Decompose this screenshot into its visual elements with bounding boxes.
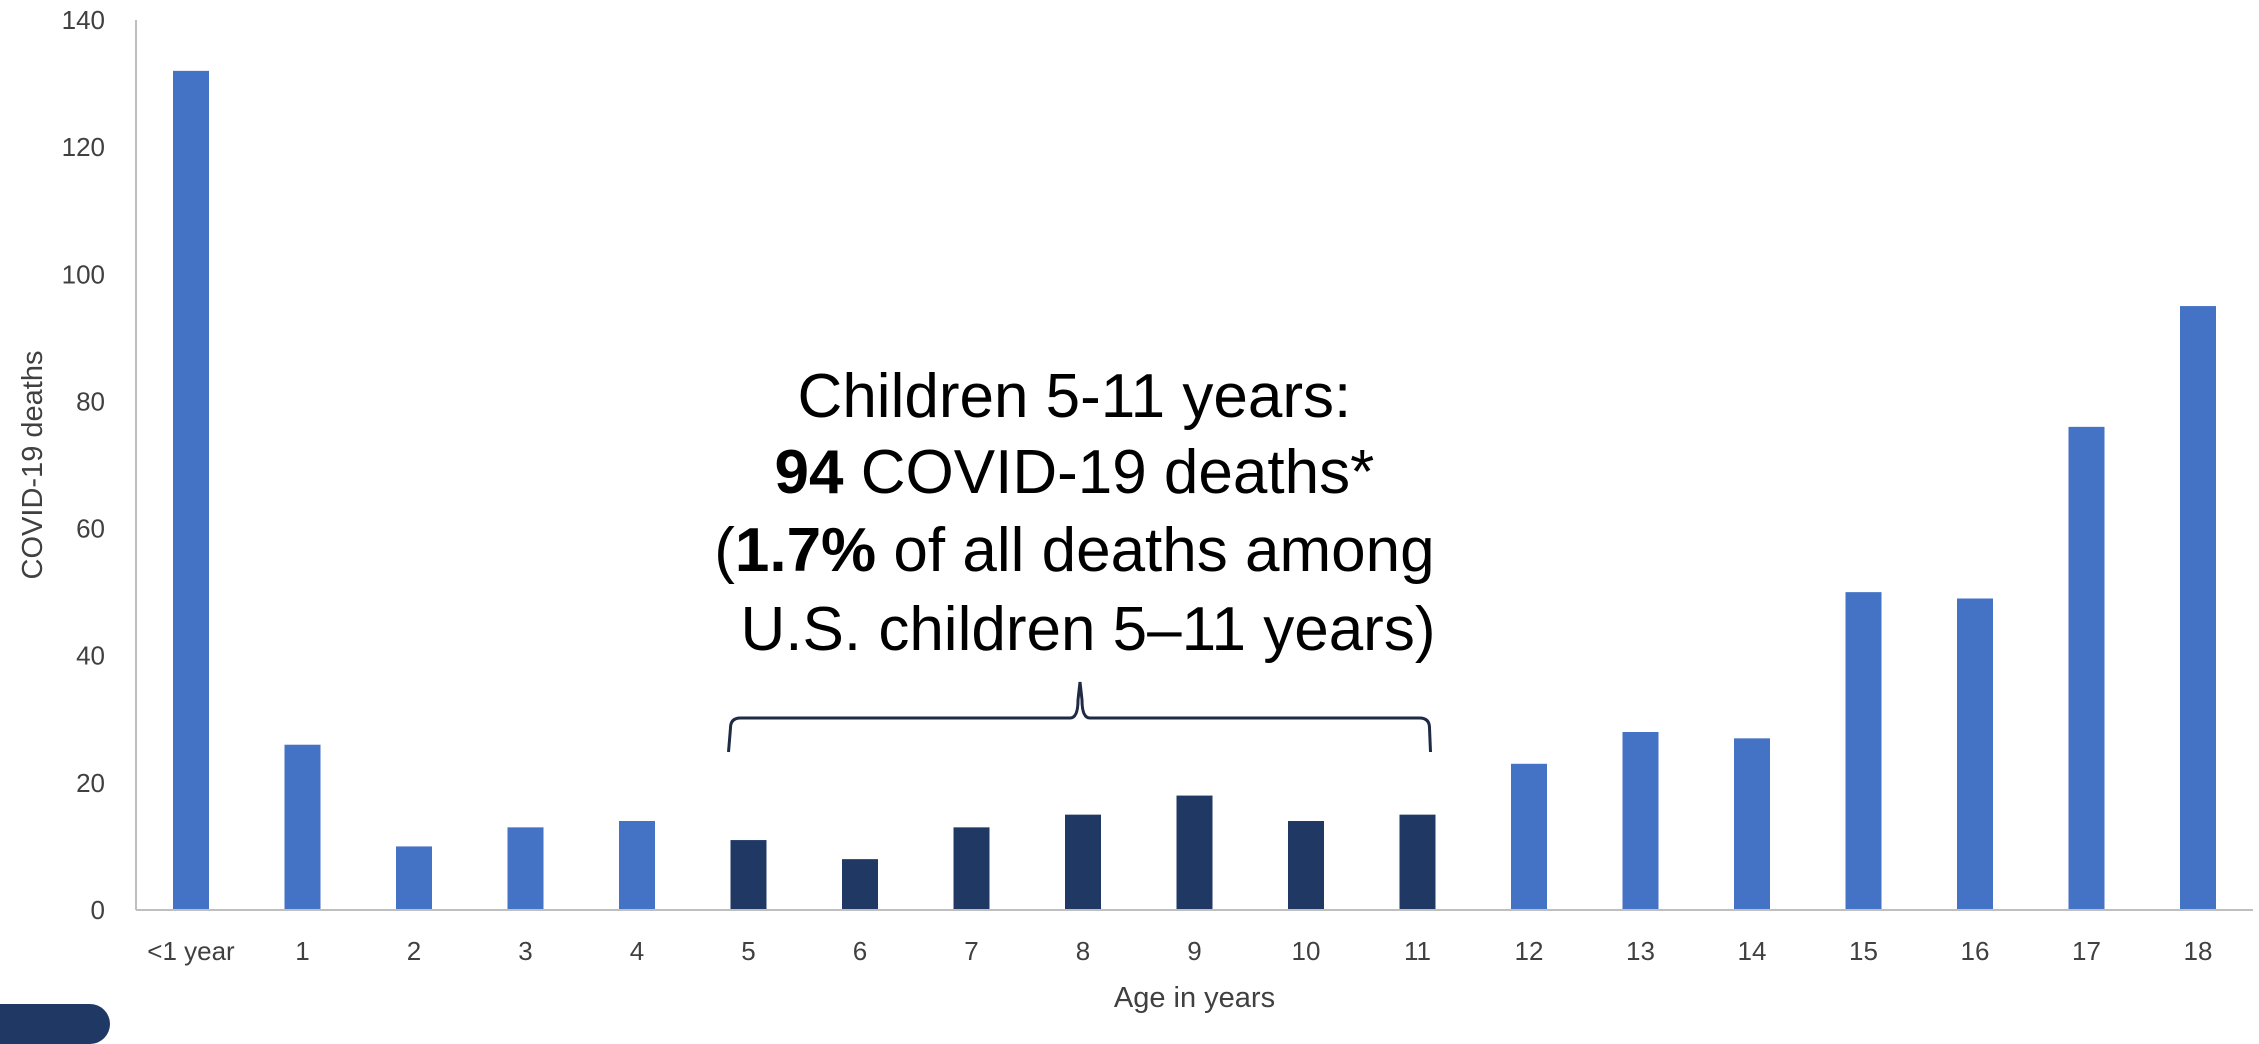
x-tick-label: 1 (295, 936, 309, 966)
annotation-line-4: U.S. children 5–11 years) (741, 595, 1436, 664)
bar-10 (1288, 821, 1324, 910)
y-tick-label: 120 (62, 132, 105, 162)
x-tick-label: <1 year (147, 936, 235, 966)
annotation-line-1: Children 5-11 years: (798, 362, 1352, 431)
y-tick-label: 20 (76, 768, 105, 798)
x-tick-label: 15 (1849, 936, 1878, 966)
bar-6 (842, 859, 878, 910)
x-tick-label: 7 (964, 936, 978, 966)
annotation-line-3-rest: of all deaths among (876, 516, 1434, 585)
annotation-line-3: (1.7% of all deaths among (714, 516, 1434, 585)
bar-9 (1176, 795, 1213, 910)
bar-12 (1511, 763, 1547, 910)
bars (173, 70, 2216, 911)
annotation-line-3-open: ( (714, 516, 735, 585)
x-tick-label: 2 (407, 936, 421, 966)
corner-badge (0, 1004, 110, 1044)
x-tick-label: 9 (1187, 936, 1201, 966)
x-tick-label: 3 (518, 936, 532, 966)
x-tick-label: 12 (1515, 936, 1544, 966)
y-tick-label: 100 (62, 259, 105, 289)
x-axis-title: Age in years (1114, 982, 1275, 1014)
bar-1 (284, 744, 321, 910)
x-tick-label: 13 (1626, 936, 1655, 966)
x-tick-label: 17 (2072, 936, 2101, 966)
bar-15 (1845, 592, 1882, 910)
bar-11 (1399, 814, 1436, 910)
annotation-death-count: 94 (775, 438, 844, 507)
bar-13 (1622, 732, 1659, 910)
tick-labels: <1 year 1 2 3 4 5 6 7 8 9 10 11 12 13 14 15 16 17 18020406… (62, 5, 2213, 966)
bar-17 (2068, 426, 2105, 910)
y-axis-title: COVID-19 deaths (17, 351, 49, 580)
y-tick-label: 40 (76, 641, 105, 671)
x-tick-label: 5 (741, 936, 755, 966)
bar-7 (953, 827, 990, 910)
y-tick-label: 0 (91, 895, 105, 925)
bar-18 (2180, 306, 2216, 911)
annotation-line-2-rest: COVID-19 deaths* (844, 438, 1375, 507)
x-tick-label: 18 (2184, 936, 2213, 966)
x-tick-label: 10 (1292, 936, 1321, 966)
chart: <1 year 1 2 3 4 5 6 7 8 9 10 11 12 13 14 15 16 17 18020406… (17, 5, 2253, 1014)
x-tick-label: 11 (1404, 936, 1431, 966)
annotation: Children 5-11 years: 94 COVID-19 deaths*… (714, 362, 1452, 664)
age-range-bracket (727, 681, 1432, 753)
bar-2 (396, 846, 432, 910)
bar-4 (619, 821, 655, 910)
bar-1-year (173, 70, 209, 911)
x-tick-label: 8 (1076, 936, 1090, 966)
x-tick-label: 16 (1961, 936, 1990, 966)
bar-14 (1734, 738, 1770, 910)
y-tick-label: 80 (76, 386, 105, 416)
bar-16 (1957, 598, 1993, 910)
y-tick-label: 140 (62, 5, 105, 35)
bar-8 (1065, 814, 1101, 910)
annotation-line-2: 94 COVID-19 deaths* (775, 438, 1375, 507)
bar-5 (730, 840, 767, 910)
x-tick-label: 6 (853, 936, 867, 966)
bar-3 (507, 827, 544, 910)
y-tick-label: 60 (76, 514, 105, 544)
x-tick-label: 14 (1738, 936, 1767, 966)
x-tick-label: 4 (630, 936, 644, 966)
annotation-percent: 1.7% (735, 516, 876, 585)
